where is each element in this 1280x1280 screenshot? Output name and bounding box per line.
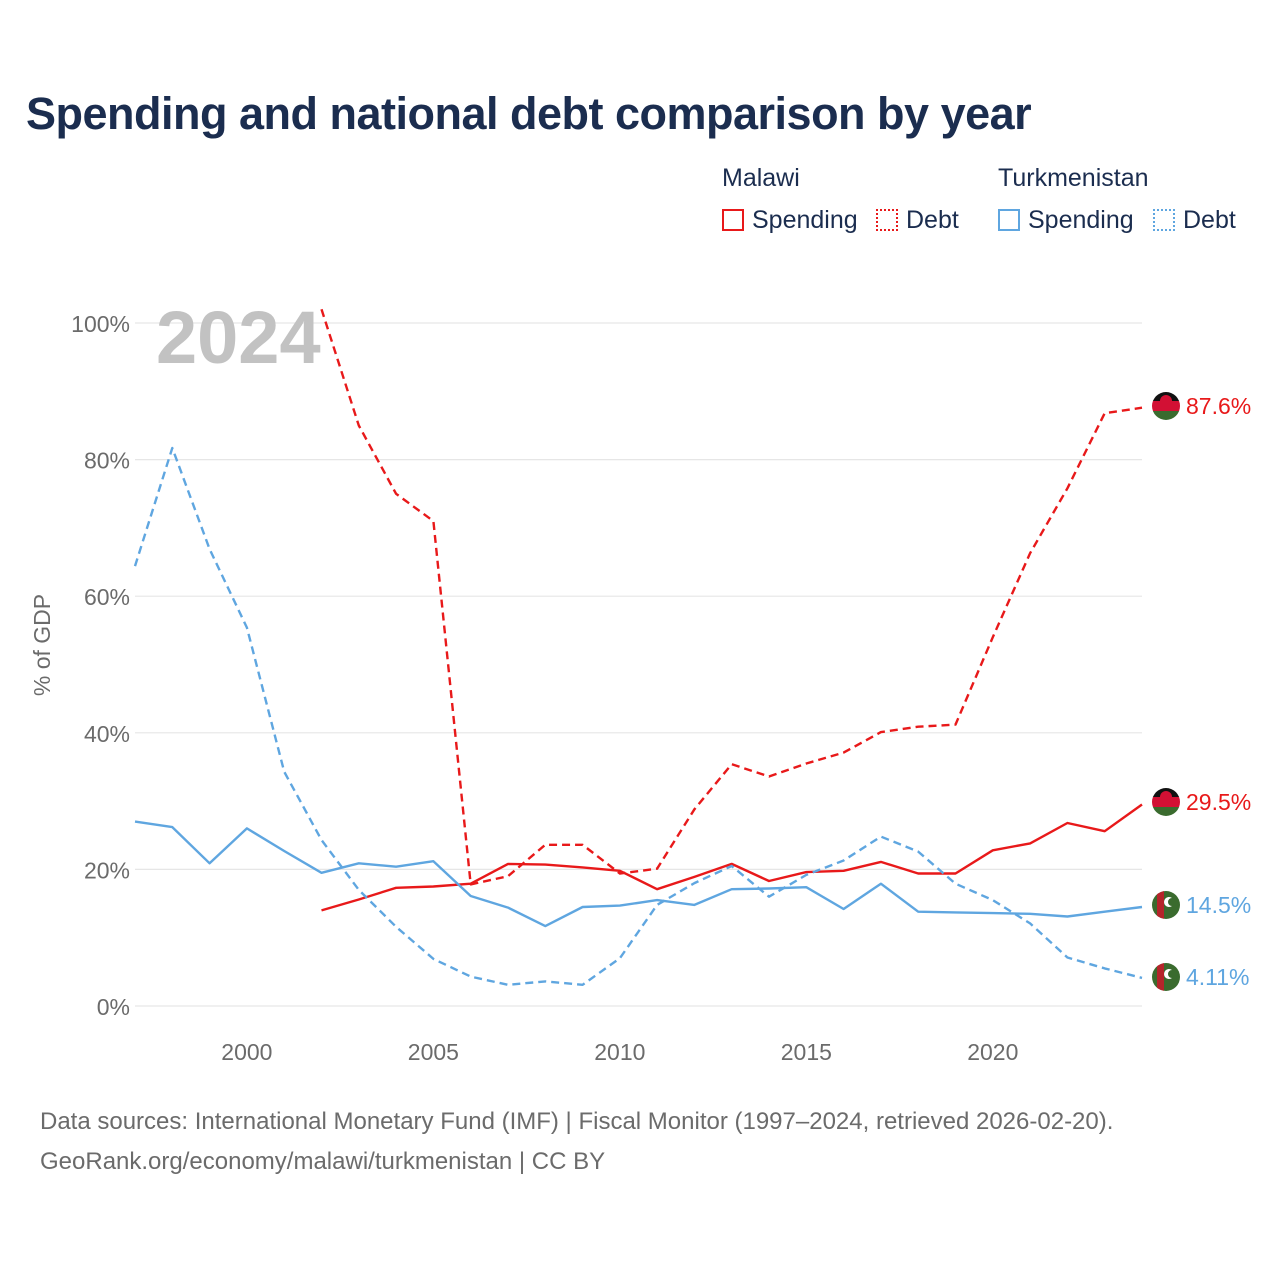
legend-item-turkmenistan-spending[interactable]: Spending [998, 205, 1134, 235]
y-tick-label: 20% [84, 857, 130, 883]
y-tick-label: 60% [84, 584, 130, 610]
gridlines [135, 322, 1142, 1007]
line-chart: 0%20%40%60%80%100% 2000 2005 2010 2015 2020 … [29, 296, 1251, 1065]
series-line-malawi-spending[interactable] [321, 803, 1143, 912]
x-tick-label: 2000 [221, 1039, 272, 1065]
x-tick-label: 2015 [781, 1039, 832, 1065]
y-tick-label: 0% [97, 994, 130, 1020]
legend-swatch-turkmenistan-debt [1153, 209, 1175, 231]
footer-source: Data sources: International Monetary Fun… [40, 1108, 1114, 1135]
legend-item-turkmenistan-debt[interactable]: Debt [1153, 205, 1236, 235]
series-line-turkmenistan-spending[interactable] [134, 820, 1143, 928]
flag-marker-turkmenistan-debt [1152, 963, 1180, 991]
end-value-label: 14.5% [1186, 892, 1251, 918]
series-line-malawi-debt[interactable] [320, 308, 1143, 886]
flag-marker-malawi-spending [1152, 788, 1180, 816]
footer-link[interactable]: GeoRank.org/economy/malawi/turkmenistan … [40, 1148, 606, 1175]
endpoint-markers: 87.6% 29.5% 14.5% 4.11% [1152, 392, 1251, 991]
x-tick-label: 2010 [594, 1039, 645, 1065]
flag-band [1157, 963, 1164, 991]
flag-sun [1160, 791, 1172, 797]
flag-stripe [1152, 401, 1180, 411]
flag-sun [1160, 395, 1172, 401]
y-tick-label: 80% [84, 448, 130, 474]
flag-stripe [1152, 797, 1180, 807]
chart-title: Spending and national debt comparison by… [26, 88, 1032, 139]
flag-crescent [1164, 969, 1172, 979]
flag-stripe [1152, 411, 1180, 420]
legend-item-malawi-spending[interactable]: Spending [722, 205, 858, 235]
x-tick-label: 2005 [408, 1039, 459, 1065]
legend-swatch-malawi-spending [722, 209, 744, 231]
year-watermark: 2024 [156, 296, 321, 379]
flag-crescent [1164, 897, 1172, 907]
legend-item-malawi-debt[interactable]: Debt [876, 205, 959, 235]
end-value-label: 4.11% [1186, 964, 1250, 990]
series-group [133, 308, 1143, 986]
y-axis-label: % of GDP [29, 594, 55, 696]
legend-label-malawi-debt: Debt [906, 205, 959, 234]
flag-marker-turkmenistan-spending [1152, 891, 1180, 919]
x-tick-label: 2020 [967, 1039, 1018, 1065]
legend-title-malawi: Malawi [722, 164, 800, 192]
legend-label-turkmenistan-spending: Spending [1028, 205, 1134, 234]
flag-band [1157, 891, 1164, 919]
legend-label-malawi-spending: Spending [752, 205, 858, 234]
legend-swatch-turkmenistan-spending [998, 209, 1020, 231]
legend-swatch-malawi-debt [876, 209, 898, 231]
flag-marker-malawi-debt [1152, 392, 1180, 420]
end-value-label: 87.6% [1186, 393, 1251, 419]
y-tick-label: 40% [84, 721, 130, 747]
x-axis: 2000 2005 2010 2015 2020 [221, 1039, 1018, 1065]
legend-label-turkmenistan-debt: Debt [1183, 205, 1236, 234]
y-axis: 0% 20% 40% 60% 80% 100% [71, 311, 130, 1020]
end-value-label: 29.5% [1186, 789, 1251, 815]
flag-stripe [1152, 807, 1180, 816]
y-tick-label: 100% [71, 311, 130, 337]
legend-title-turkmenistan: Turkmenistan [998, 164, 1149, 192]
series-line-turkmenistan-debt[interactable] [133, 446, 1143, 986]
